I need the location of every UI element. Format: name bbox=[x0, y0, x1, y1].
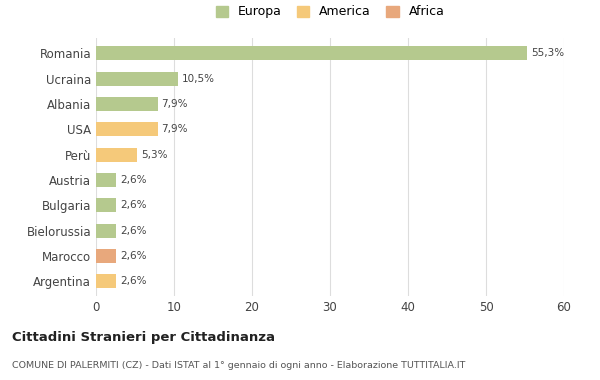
Text: 5,3%: 5,3% bbox=[141, 150, 168, 160]
Text: 10,5%: 10,5% bbox=[182, 74, 215, 84]
Text: 55,3%: 55,3% bbox=[531, 48, 565, 58]
Bar bbox=[96, 71, 178, 86]
Text: 2,6%: 2,6% bbox=[120, 276, 146, 286]
Text: 7,9%: 7,9% bbox=[161, 124, 188, 134]
Bar bbox=[96, 147, 137, 162]
Bar bbox=[96, 46, 527, 60]
Bar bbox=[96, 249, 116, 263]
Text: 2,6%: 2,6% bbox=[120, 200, 146, 210]
Bar bbox=[96, 122, 158, 136]
Bar bbox=[96, 97, 158, 111]
Text: 2,6%: 2,6% bbox=[120, 251, 146, 261]
Bar bbox=[96, 223, 116, 238]
Text: COMUNE DI PALERMITI (CZ) - Dati ISTAT al 1° gennaio di ogni anno - Elaborazione : COMUNE DI PALERMITI (CZ) - Dati ISTAT al… bbox=[12, 361, 466, 370]
Text: 2,6%: 2,6% bbox=[120, 175, 146, 185]
Text: 2,6%: 2,6% bbox=[120, 226, 146, 236]
Bar bbox=[96, 173, 116, 187]
Text: Cittadini Stranieri per Cittadinanza: Cittadini Stranieri per Cittadinanza bbox=[12, 331, 275, 344]
Bar bbox=[96, 198, 116, 212]
Bar bbox=[96, 274, 116, 288]
Text: 7,9%: 7,9% bbox=[161, 99, 188, 109]
Legend: Europa, America, Africa: Europa, America, Africa bbox=[215, 5, 445, 19]
